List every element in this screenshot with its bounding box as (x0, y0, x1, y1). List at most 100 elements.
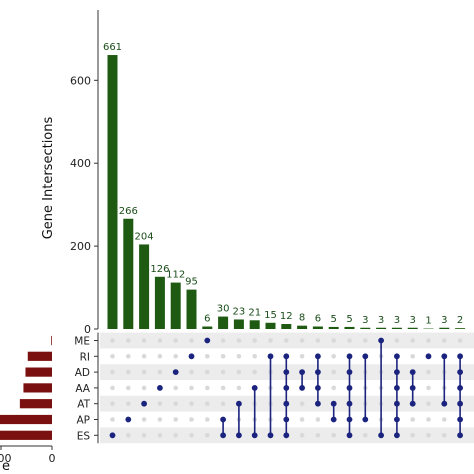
matrix-dot-filled (409, 385, 416, 391)
matrix-dot-filled (394, 432, 400, 439)
matrix-dot-filled (125, 416, 132, 423)
matrix-dot-filled (315, 400, 321, 407)
intersection-bar (186, 289, 197, 329)
matrix-dot-empty (410, 338, 416, 343)
matrix-dot-filled (394, 416, 400, 423)
matrix-dot-empty (110, 354, 115, 359)
matrix-dot-empty (315, 338, 321, 343)
matrix-dot-filled (315, 353, 321, 360)
intersection-bar (154, 276, 165, 329)
matrix-dot-empty (442, 433, 447, 438)
matrix-dot-empty (157, 433, 163, 438)
matrix-dot-empty (205, 385, 210, 391)
matrix-dot-empty (410, 433, 416, 438)
matrix-dot-empty (442, 417, 447, 422)
bar-value-label: 6 (204, 314, 210, 325)
matrix-dot-empty (110, 417, 115, 422)
set-size-bar (23, 383, 52, 393)
y-tick-label: 200 (70, 240, 91, 253)
matrix-dot-filled (283, 385, 290, 391)
matrix-dot-empty (110, 338, 115, 343)
intersection-bar (123, 218, 134, 329)
matrix-dot-filled (141, 400, 148, 407)
matrix-dot-empty (205, 433, 210, 438)
set-label-me: ME (74, 336, 90, 348)
matrix-dot-empty (457, 338, 463, 343)
bar-value-label: 1 (425, 316, 431, 327)
matrix-dot-filled (157, 385, 163, 391)
matrix-dot-filled (236, 400, 242, 407)
set-size-tick-label: 0 (49, 452, 56, 465)
matrix-dot-empty (189, 385, 194, 391)
bar-value-label: 8 (299, 313, 305, 324)
set-size-bar (51, 335, 52, 346)
matrix-dot-empty (173, 338, 178, 343)
matrix-dot-empty (410, 417, 416, 422)
matrix-dot-empty (426, 433, 431, 438)
intersection-bar (312, 326, 323, 329)
matrix-dot-empty (236, 338, 242, 343)
bar-value-label: 95 (185, 277, 198, 288)
matrix-dot-empty (157, 354, 163, 359)
matrix-dot-filled (457, 369, 463, 375)
bar-value-label: 2 (457, 315, 463, 326)
matrix-dot-empty (189, 433, 194, 438)
matrix-dot-empty (157, 417, 163, 422)
intersection-bar (265, 322, 276, 329)
matrix-dot-empty (141, 338, 147, 343)
matrix-dot-empty (299, 401, 305, 407)
set-label-ri: RI (80, 351, 90, 363)
matrix-dot-filled (251, 432, 258, 439)
y-tick-label: 0 (84, 323, 91, 336)
matrix-dot-filled (378, 337, 384, 344)
matrix-dot-empty (331, 369, 337, 375)
matrix-dot-empty (236, 354, 242, 359)
bar-value-label: 5 (331, 314, 337, 325)
matrix-dot-filled (362, 353, 369, 360)
matrix-dot-empty (110, 385, 115, 391)
matrix-dot-filled (236, 432, 242, 439)
intersection-bar (439, 327, 450, 329)
bar-value-label: 23 (233, 306, 246, 317)
matrix-dot-filled (441, 400, 448, 407)
matrix-dot-empty (331, 354, 337, 359)
matrix-dot-empty (173, 354, 178, 359)
matrix-dot-filled (283, 432, 290, 439)
matrix-dot-empty (426, 401, 431, 407)
matrix-dot-filled (172, 369, 179, 375)
intersection-bar (170, 282, 181, 329)
set-size-bar (19, 399, 52, 409)
intersection-bar (202, 326, 213, 329)
intersection-bar (218, 316, 229, 329)
matrix-dot-filled (346, 400, 353, 407)
matrix-dot-empty (299, 338, 305, 343)
intersection-bar (407, 327, 418, 329)
matrix-dot-empty (189, 338, 194, 343)
matrix-dot-empty (189, 417, 194, 422)
matrix-dot-filled (394, 369, 400, 375)
matrix-dot-empty (205, 354, 210, 359)
matrix-dot-filled (346, 369, 353, 375)
bar-value-label: 661 (103, 42, 122, 53)
bar-value-label: 266 (119, 206, 138, 217)
intersection-bar (455, 328, 466, 329)
intersection-bar (297, 325, 308, 329)
matrix-dot-empty (126, 369, 131, 375)
matrix-dot-empty (110, 401, 115, 407)
matrix-dot-filled (409, 369, 416, 375)
matrix-dot-filled (346, 432, 353, 439)
set-size-bar (0, 430, 53, 440)
matrix-dot-filled (457, 353, 463, 360)
matrix-dot-empty (157, 338, 163, 343)
bar-value-label: 3 (378, 315, 384, 326)
matrix-dot-empty (268, 338, 273, 343)
matrix-dot-empty (299, 433, 305, 438)
matrix-dot-empty (284, 338, 289, 343)
bar-value-label: 6 (315, 314, 321, 325)
matrix-dot-filled (267, 353, 274, 360)
matrix-dot-filled (394, 385, 400, 391)
matrix-dot-empty (173, 417, 178, 422)
intersection-bar (139, 244, 150, 329)
matrix-dot-filled (457, 400, 463, 407)
